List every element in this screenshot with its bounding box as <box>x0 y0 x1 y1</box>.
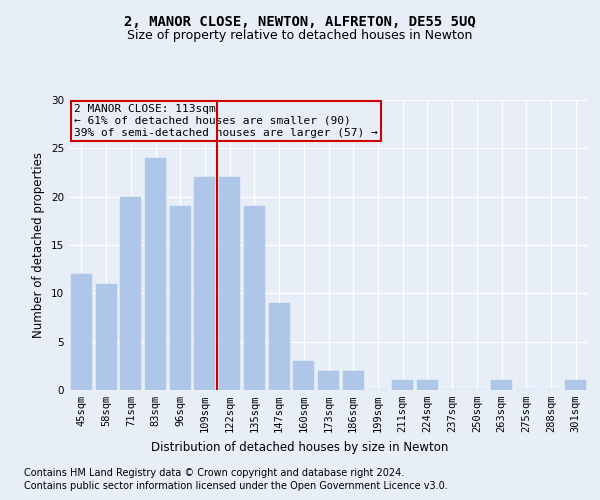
Text: Contains HM Land Registry data © Crown copyright and database right 2024.: Contains HM Land Registry data © Crown c… <box>24 468 404 477</box>
Text: Size of property relative to detached houses in Newton: Size of property relative to detached ho… <box>127 30 473 43</box>
Bar <box>293 361 314 390</box>
Bar <box>565 380 586 390</box>
Bar <box>170 206 191 390</box>
Bar <box>417 380 438 390</box>
Bar <box>392 380 413 390</box>
Text: Contains public sector information licensed under the Open Government Licence v3: Contains public sector information licen… <box>24 481 448 491</box>
Y-axis label: Number of detached properties: Number of detached properties <box>32 152 46 338</box>
Bar <box>343 370 364 390</box>
Bar <box>244 206 265 390</box>
Text: Distribution of detached houses by size in Newton: Distribution of detached houses by size … <box>151 441 449 454</box>
Bar <box>219 178 240 390</box>
Bar <box>145 158 166 390</box>
Bar <box>491 380 512 390</box>
Bar <box>194 178 215 390</box>
Text: 2 MANOR CLOSE: 113sqm
← 61% of detached houses are smaller (90)
39% of semi-deta: 2 MANOR CLOSE: 113sqm ← 61% of detached … <box>74 104 378 138</box>
Bar <box>71 274 92 390</box>
Bar <box>269 303 290 390</box>
Bar <box>95 284 116 390</box>
Text: 2, MANOR CLOSE, NEWTON, ALFRETON, DE55 5UQ: 2, MANOR CLOSE, NEWTON, ALFRETON, DE55 5… <box>124 16 476 30</box>
Bar <box>318 370 339 390</box>
Bar <box>120 196 141 390</box>
